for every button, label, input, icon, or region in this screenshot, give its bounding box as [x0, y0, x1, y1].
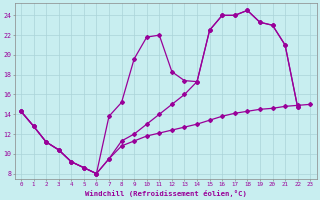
X-axis label: Windchill (Refroidissement éolien,°C): Windchill (Refroidissement éolien,°C)	[85, 190, 246, 197]
